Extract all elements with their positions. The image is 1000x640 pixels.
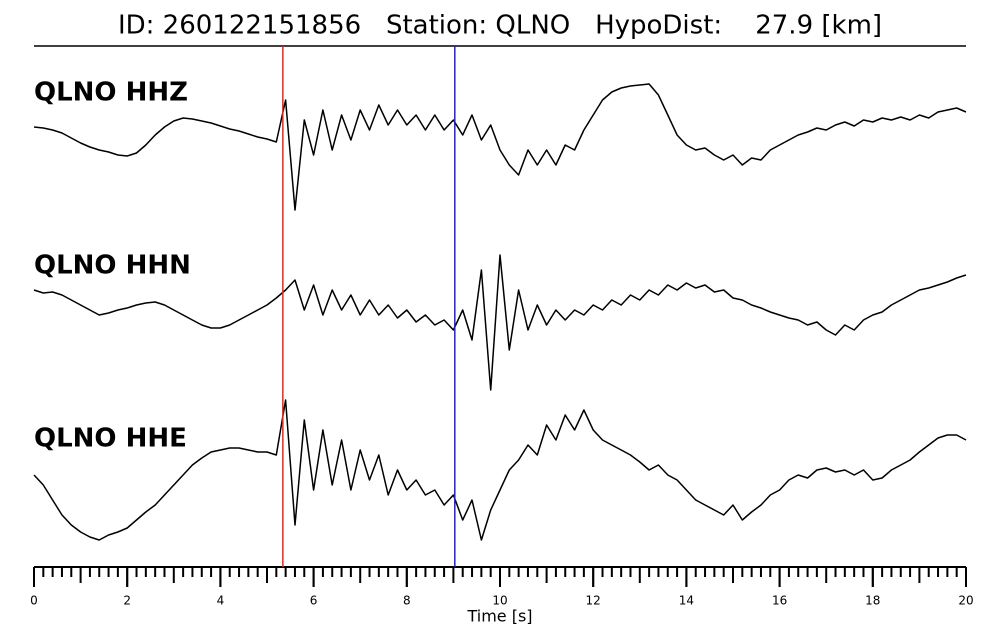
x-tick-label: 18 (865, 594, 880, 608)
x-tick-label: 0 (30, 594, 38, 608)
trace (33, 83, 967, 211)
x-tick-label: 16 (772, 594, 787, 608)
x-tick-label: 6 (310, 594, 318, 608)
trace-label: QLNO HHE (34, 424, 187, 454)
trace-label: QLNO HHN (34, 251, 191, 281)
x-tick-label: 12 (586, 594, 601, 608)
x-tick-label: 8 (403, 594, 411, 608)
x-tick-label: 14 (679, 594, 694, 608)
trace (33, 254, 967, 391)
x-axis-label: Time [s] (466, 607, 532, 626)
trace (33, 399, 967, 541)
chart-title: ID: 260122151856 Station: QLNO HypoDist:… (118, 11, 882, 41)
x-tick-label: 10 (492, 594, 507, 608)
trace-label: QLNO HHZ (34, 78, 188, 108)
x-tick-label: 2 (123, 594, 131, 608)
x-tick-label: 20 (958, 594, 973, 608)
x-tick-label: 4 (217, 594, 225, 608)
